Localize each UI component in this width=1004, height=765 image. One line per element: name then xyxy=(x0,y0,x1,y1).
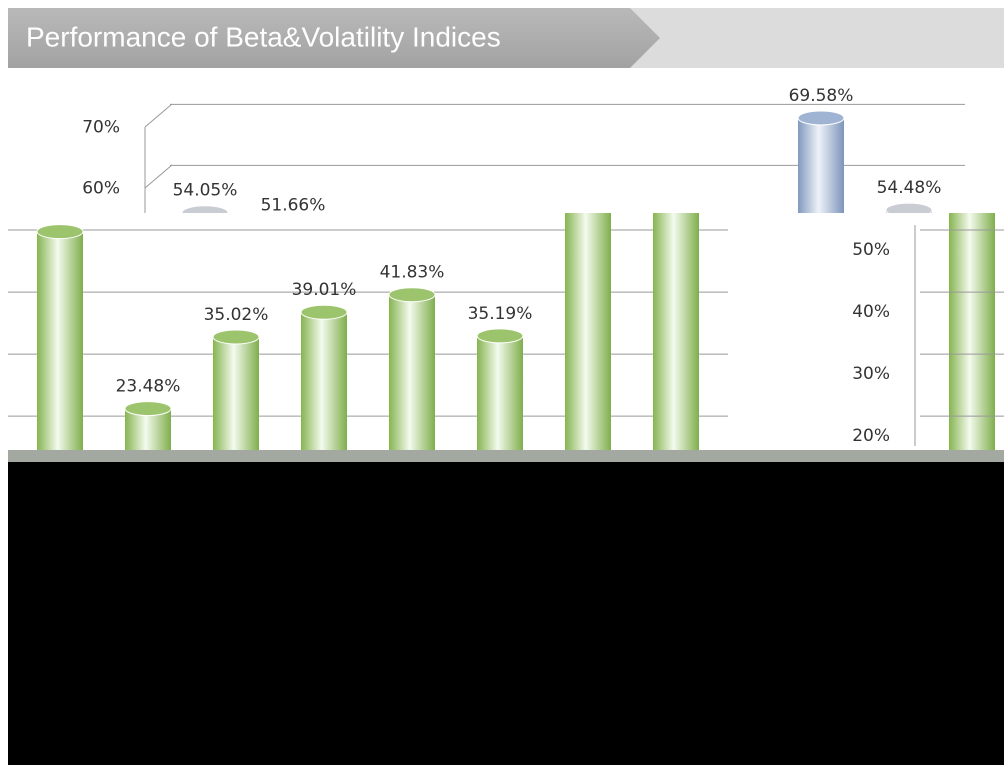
header-band xyxy=(630,8,1004,68)
data-label: 35.19% xyxy=(468,304,533,324)
header-arrow xyxy=(8,8,660,68)
black-region xyxy=(8,462,1004,765)
header-title: Performance of Beta&Volatility Indices xyxy=(26,21,501,52)
bar-cap xyxy=(797,110,845,126)
bar-cap xyxy=(476,328,524,344)
bar-cap xyxy=(212,329,260,345)
bar xyxy=(37,231,83,453)
y-tick-label: 60% xyxy=(82,178,120,198)
bar-cap xyxy=(300,304,348,320)
bar-clipped xyxy=(949,213,995,453)
top-fragment: 60% 70% 54.05% 51.66% 69.58% 54.48% xyxy=(82,86,965,215)
bar xyxy=(798,117,844,213)
middle-fragment: 23.48% 35.02% 39.01% 41.83% 35.19% xyxy=(8,213,728,453)
bar-cap xyxy=(124,401,172,417)
data-label: 54.05% xyxy=(173,181,238,201)
right-fragment: 20% 30% 40% 50% xyxy=(852,213,1004,453)
bar-clipped xyxy=(565,213,611,453)
bar xyxy=(389,294,435,453)
data-label: 69.58% xyxy=(789,86,854,106)
data-label: 54.48% xyxy=(877,178,942,198)
data-label: 41.83% xyxy=(380,263,445,283)
data-label: 35.02% xyxy=(204,305,269,325)
bar-cap xyxy=(885,202,933,213)
bar-clipped xyxy=(653,213,699,453)
axis-line xyxy=(144,164,173,189)
y-tick-label: 20% xyxy=(852,426,890,446)
y-tick-label: 50% xyxy=(852,240,890,260)
data-label: 39.01% xyxy=(292,280,357,300)
bar xyxy=(213,336,259,453)
data-label: 51.66% xyxy=(261,195,326,215)
data-label: 23.48% xyxy=(116,377,181,397)
bar-cap xyxy=(388,287,436,303)
y-tick-label: 40% xyxy=(852,302,890,322)
bar-cap xyxy=(181,205,229,213)
bar xyxy=(477,335,523,453)
y-tick-label: 30% xyxy=(852,364,890,384)
axis-line xyxy=(144,103,173,128)
bar xyxy=(301,312,347,453)
y-tick-label: 70% xyxy=(82,117,120,137)
bar-cap xyxy=(36,224,84,240)
